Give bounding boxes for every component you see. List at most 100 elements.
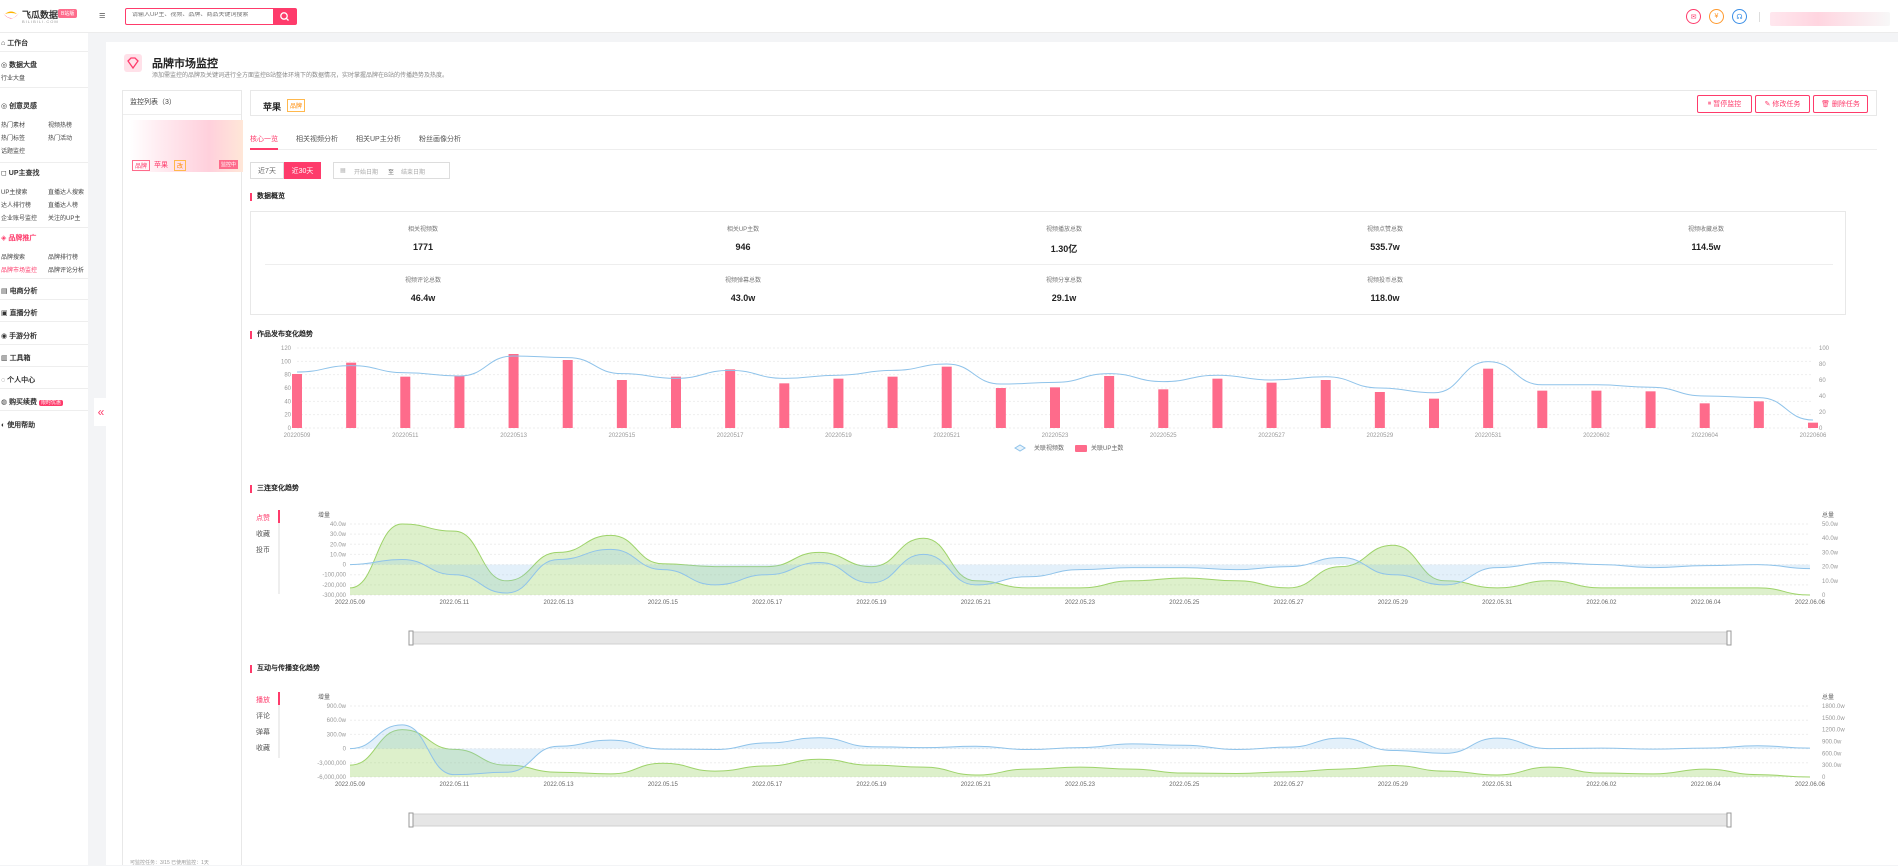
bar	[995, 388, 1006, 428]
y-left-tick: -100,000	[322, 573, 346, 579]
y-left-tick: 20	[284, 413, 291, 419]
bar	[508, 354, 519, 428]
bar	[1158, 389, 1169, 428]
legend-bar-icon	[1075, 445, 1087, 452]
sidebar-item-industry[interactable]: 行业大盘	[1, 76, 26, 82]
y-right-tick: 1200.0w	[1822, 728, 1845, 734]
x-tick: 2022.05.23	[1065, 782, 1096, 788]
tab-like[interactable]: 点赞	[256, 515, 270, 522]
stat-comment-total: 视频评论总数 46.4w	[404, 278, 441, 303]
series-line	[349, 523, 1811, 596]
y-left-label: 增量	[318, 511, 330, 519]
sidebar-item-enterprise[interactable]: 企业账号监控	[1, 216, 38, 222]
series-area	[350, 724, 1810, 775]
bar	[671, 376, 681, 428]
sidebar-item-brand-rank[interactable]: 品牌排行榜	[48, 255, 79, 261]
x-tick: 2022.05.31	[1482, 600, 1513, 606]
sidebar-item-material[interactable]: 热门素材	[1, 123, 26, 129]
y-left-label: 增量	[318, 693, 330, 701]
x-tick: 20220531	[1475, 433, 1502, 439]
sidebar-item-live-search[interactable]: 直播达人搜索	[48, 190, 85, 196]
sidebar-item-brand-comment[interactable]: 品牌评论分析	[48, 268, 85, 274]
sidebar: ⌂ 工作台 ◎ 数据大盘 行业大盘 ◎ 创意灵感 热门素材 视频热榜 热门标签 …	[0, 33, 88, 865]
sidebar-group-tools[interactable]: ▥ 工具箱	[1, 355, 31, 362]
search-button[interactable]	[273, 9, 296, 24]
bar	[400, 376, 411, 428]
sidebar-item-brand-monitor[interactable]: 品牌市场监控	[1, 268, 38, 274]
sidebar-item-video-rank[interactable]: 视频热榜	[48, 123, 73, 129]
side-tab-rail	[278, 692, 280, 758]
sidebar-item-activity[interactable]: 热门活动	[48, 136, 73, 142]
period-7d-button[interactable]: 近7天	[250, 162, 284, 179]
logo-text[interactable]: 飞瓜数据	[22, 10, 59, 20]
search-input[interactable]	[132, 12, 262, 18]
sidebar-group-personal[interactable]: ◌ 个人中心	[1, 377, 36, 384]
tab-favorite-2[interactable]: 收藏	[256, 745, 270, 752]
tab-danmaku[interactable]: 弹幕	[256, 729, 270, 736]
sidebar-group-up[interactable]: ◻ UP主查找	[1, 170, 40, 177]
edit-tag[interactable]: 改	[174, 160, 187, 171]
x-tick: 2022.05.27	[1274, 600, 1305, 606]
sidebar-item-topic[interactable]: 话题监控	[1, 149, 26, 155]
sidebar-item-tags[interactable]: 热门标签	[1, 136, 26, 142]
tab-fans-analysis[interactable]: 粉丝画像分析	[419, 136, 461, 143]
y-left-tick: 20.0w	[330, 542, 347, 548]
logo-subtitle: BILIBILI.COM	[22, 19, 59, 24]
x-tick: 2022.05.25	[1169, 600, 1200, 606]
sidebar-group-ecom[interactable]: ▤ 电商分析	[1, 288, 38, 295]
tab-up-analysis[interactable]: 相关UP主分析	[356, 136, 401, 143]
tab-comment[interactable]: 评论	[256, 713, 270, 720]
tab-favorite[interactable]: 收藏	[256, 531, 270, 538]
collapse-sidebar-icon[interactable]: «	[94, 398, 108, 426]
bar	[725, 369, 736, 428]
x-tick: 20220527	[1258, 433, 1285, 439]
bar	[1374, 392, 1385, 428]
y-left-tick: 120	[281, 346, 292, 352]
tab-play[interactable]: 播放	[256, 697, 270, 704]
sidebar-group-workbench[interactable]: ⌂ 工作台	[1, 40, 29, 47]
start-date[interactable]: 开始日期	[354, 170, 379, 176]
sidebar-group-brand[interactable]: ◈ 品牌推广	[1, 235, 37, 242]
sidebar-group-game[interactable]: ◉ 手游分析	[1, 333, 38, 340]
period-30d-button[interactable]: 近30天	[284, 162, 321, 179]
sidebar-item-up-search[interactable]: UP主搜索	[1, 190, 28, 196]
side-tab-rail	[278, 510, 280, 594]
bar	[1104, 376, 1115, 428]
service-icon[interactable]: ☊	[1732, 9, 1747, 24]
date-range-picker[interactable]: ▦ 开始日期 至 结束日期	[333, 162, 450, 179]
pause-monitor-button[interactable]: ⏸ 暂停监控	[1697, 95, 1752, 113]
tab-video-analysis[interactable]: 相关视频分析	[296, 136, 338, 143]
sidebar-item-brand-search[interactable]: 品牌搜索	[1, 255, 26, 261]
logo-badge: B站版	[58, 9, 78, 18]
sidebar-item-followed[interactable]: 关注的UP主	[48, 216, 81, 222]
edit-task-button[interactable]: ✎ 修改任务	[1755, 95, 1810, 113]
y-left-tick: 300.0w	[327, 732, 347, 738]
tab-coin[interactable]: 投币	[256, 547, 270, 554]
sidebar-group-inspiration[interactable]: ◎ 创意灵感	[1, 103, 38, 110]
bar	[1483, 368, 1494, 428]
message-icon[interactable]: ✉	[1686, 9, 1701, 24]
detail-panel: 苹果 品牌 ⏸ 暂停监控 ✎ 修改任务 🗑 删除任务 核心一览 相关视频分析 相…	[250, 90, 1877, 865]
bar	[1537, 390, 1548, 428]
end-date[interactable]: 结束日期	[401, 170, 426, 176]
sidebar-group-purchase[interactable]: ◍ 购买续费 限时优惠	[1, 399, 64, 406]
y-right-tick: 100	[1819, 346, 1830, 352]
x-tick: 2022.05.17	[752, 600, 783, 606]
sidebar-group-help[interactable]: ◐ 使用帮助	[1, 422, 36, 429]
x-tick: 20220509	[284, 433, 311, 439]
y-right-tick: 30.0w	[1822, 550, 1839, 556]
y-left-tick: 30.0w	[330, 532, 347, 538]
zoom-handle-right	[1726, 630, 1732, 646]
sidebar-item-up-rank[interactable]: 达人排行榜	[1, 203, 32, 209]
triple-trend-chart: 增量 总量 40.0w 30.0w 20.0w 10.0w 0 -100,000 -200,00…	[318, 511, 1839, 646]
coin-icon[interactable]: ¥	[1709, 9, 1724, 24]
sidebar-item-live-rank[interactable]: 直播达人榜	[48, 203, 79, 209]
sidebar-group-data[interactable]: ◎ 数据大盘	[1, 62, 38, 69]
sidebar-group-live[interactable]: ▣ 直播分析	[1, 310, 38, 317]
user-avatar[interactable]	[1770, 12, 1890, 26]
delete-task-button[interactable]: 🗑 删除任务	[1813, 95, 1868, 113]
menu-icon[interactable]: ≡	[99, 10, 106, 22]
x-tick: 20220523	[1042, 433, 1069, 439]
tab-overview[interactable]: 核心一览	[250, 134, 278, 150]
monitor-list-item[interactable]: 品牌 苹果 改 监控中	[130, 120, 243, 172]
